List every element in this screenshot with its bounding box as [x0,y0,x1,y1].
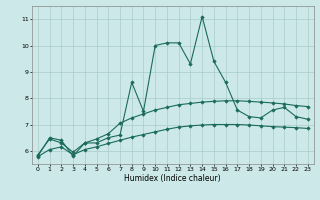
X-axis label: Humidex (Indice chaleur): Humidex (Indice chaleur) [124,174,221,183]
